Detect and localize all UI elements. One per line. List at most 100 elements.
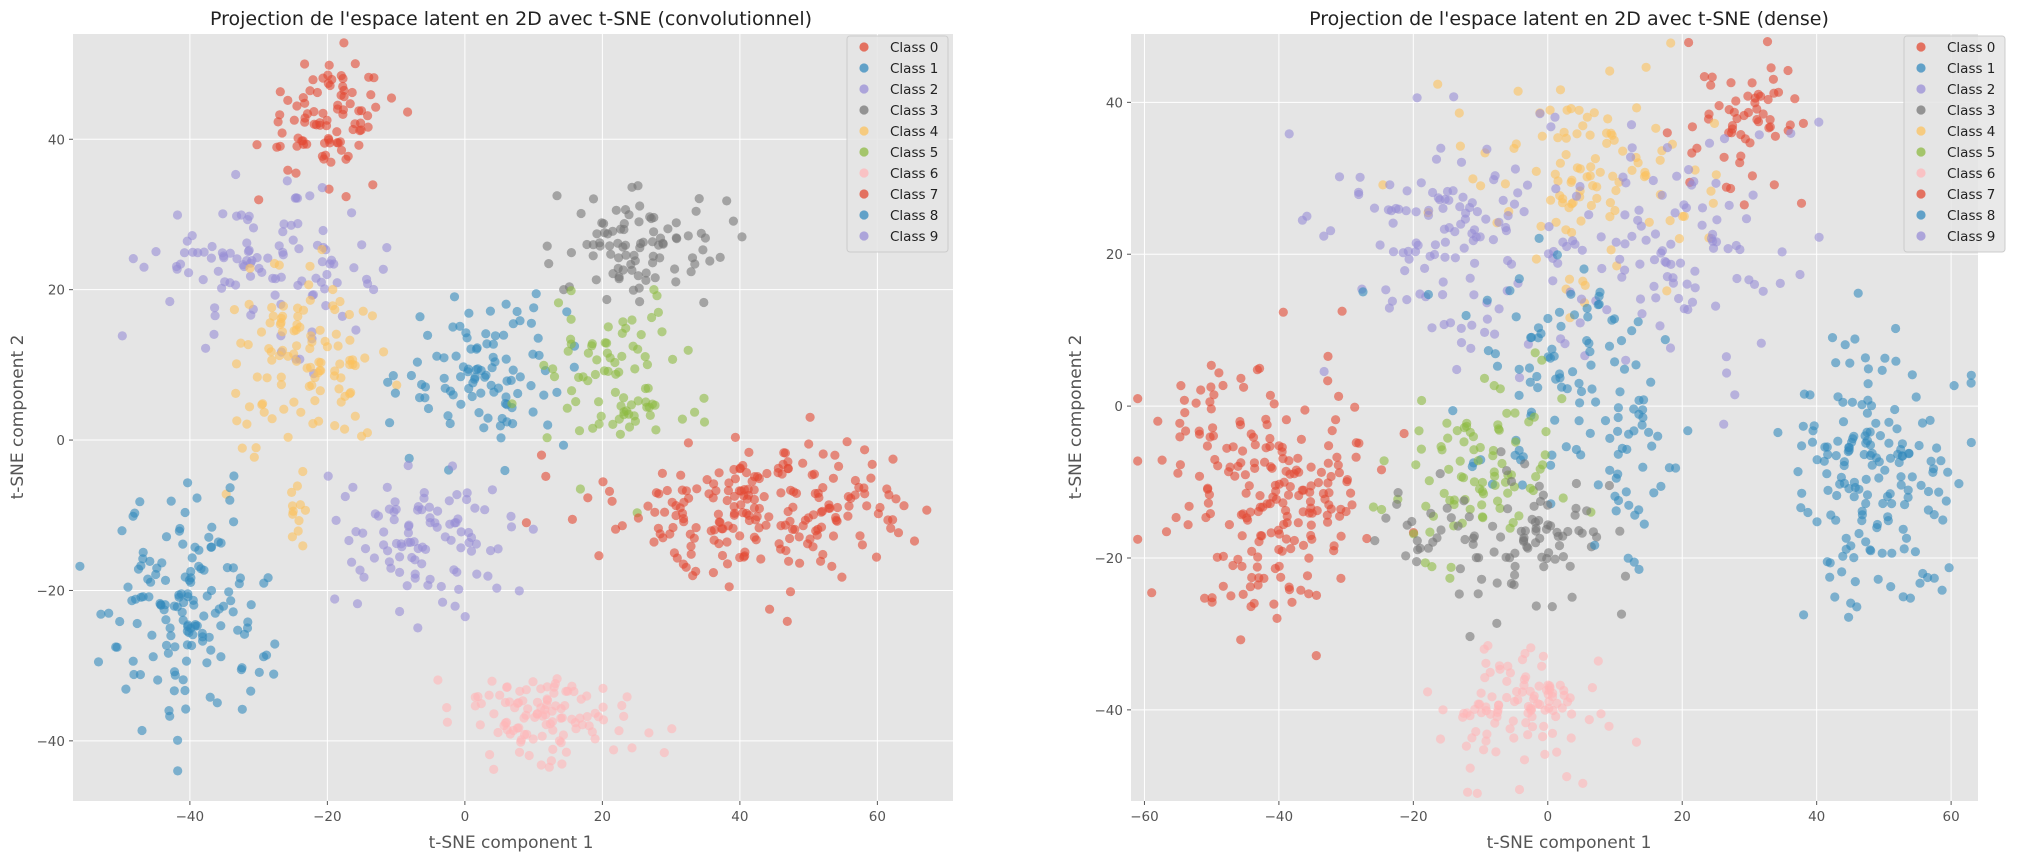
scatter-point	[1305, 487, 1315, 497]
scatter-point	[192, 493, 202, 503]
scatter-point	[1583, 312, 1593, 322]
scatter-point	[1578, 778, 1588, 789]
scatter-point	[1582, 506, 1592, 516]
scatter-point	[1473, 589, 1483, 599]
scatter-point	[1482, 295, 1492, 305]
legend-label: Class 4	[1947, 124, 1995, 140]
scatter-point	[1551, 711, 1561, 722]
scatter-point	[1489, 175, 1499, 185]
scatter-point	[367, 311, 377, 321]
scatter-point	[1797, 488, 1807, 498]
x-tick-label: 20	[1674, 809, 1691, 825]
scatter-point	[1279, 477, 1289, 487]
scatter-point	[843, 511, 853, 521]
scatter-point	[1468, 533, 1478, 543]
scatter-point	[1574, 378, 1584, 388]
scatter-point	[1557, 198, 1568, 208]
scatter-point	[1845, 358, 1855, 368]
scatter-point	[1582, 303, 1592, 313]
scatter-point	[765, 604, 775, 614]
scatter-point	[1745, 138, 1755, 148]
scatter-point	[1510, 696, 1520, 707]
scatter-point	[1860, 353, 1870, 363]
scatter-point	[628, 285, 639, 295]
scatter-point	[242, 238, 252, 248]
scatter-point	[1634, 205, 1644, 215]
scatter-point	[1822, 442, 1832, 452]
scatter-point	[217, 248, 227, 258]
scatter-point	[1511, 437, 1521, 447]
scatter-point	[1662, 143, 1672, 153]
scatter-point	[1880, 353, 1890, 363]
scatter-point	[1514, 364, 1524, 374]
scatter-point	[1918, 568, 1928, 579]
scatter-point	[305, 191, 315, 201]
scatter-point	[744, 515, 755, 526]
legend-label: Class 5	[1947, 145, 1995, 161]
scatter-point	[363, 111, 373, 121]
scatter-point	[1531, 538, 1541, 548]
scatter-point	[561, 747, 572, 757]
scatter-point	[1381, 285, 1391, 295]
scatter-point	[669, 548, 680, 558]
x-tick-label: −20	[313, 809, 342, 825]
scatter-point	[571, 397, 581, 407]
scatter-point	[590, 708, 600, 718]
scatter-point	[1412, 93, 1422, 103]
scatter-point	[1578, 276, 1588, 286]
scatter-point	[1684, 165, 1694, 175]
scatter-point	[1461, 310, 1471, 321]
scatter-point	[1615, 387, 1625, 397]
legend-marker	[1916, 63, 1926, 73]
scatter-point	[1205, 432, 1215, 442]
scatter-point	[1266, 528, 1276, 538]
scatter-point	[1672, 171, 1682, 181]
scatter-point	[181, 704, 191, 714]
scatter-point	[1181, 426, 1191, 436]
scatter-point	[1427, 323, 1437, 333]
scatter-point	[237, 704, 247, 714]
scatter-point	[749, 532, 760, 542]
scatter-point	[1555, 85, 1566, 95]
scatter-point	[362, 274, 372, 284]
scatter-point	[780, 520, 790, 530]
scatter-point	[1915, 578, 1925, 588]
scatter-point	[1548, 276, 1558, 286]
scatter-point	[650, 273, 660, 283]
scatter-point	[279, 219, 289, 229]
legend-label: Class 1	[890, 61, 938, 77]
scatter-point	[1830, 592, 1840, 602]
scatter-point	[1464, 512, 1474, 522]
scatter-point	[501, 392, 511, 402]
scatter-point	[582, 239, 592, 250]
scatter-point	[705, 256, 715, 266]
scatter-point	[1236, 635, 1246, 645]
scatter-point	[1602, 305, 1612, 315]
scatter-point	[595, 238, 605, 248]
scatter-point	[559, 285, 569, 295]
scatter-point	[1526, 643, 1536, 653]
scatter-point	[1604, 341, 1615, 351]
scatter-point	[276, 272, 286, 282]
scatter-point	[184, 268, 194, 278]
scatter-point	[1245, 507, 1255, 517]
scatter-point	[447, 461, 458, 471]
scatter-point	[1866, 401, 1877, 411]
scatter-point	[153, 675, 163, 685]
scatter-point	[170, 670, 180, 680]
scatter-point	[621, 250, 631, 260]
scatter-point	[252, 372, 262, 382]
scatter-point	[226, 596, 236, 606]
scatter-point	[1411, 460, 1421, 470]
scatter-point	[1265, 433, 1275, 444]
scatter-point	[298, 93, 308, 103]
scatter-point	[1300, 405, 1310, 415]
scatter-point	[1205, 508, 1215, 519]
scatter-point	[633, 513, 644, 523]
scatter-point	[1428, 187, 1438, 198]
scatter-point	[1545, 105, 1555, 115]
scatter-point	[206, 253, 216, 263]
scatter-point	[1611, 506, 1621, 516]
scatter-point	[403, 528, 413, 538]
scatter-point	[413, 502, 423, 512]
